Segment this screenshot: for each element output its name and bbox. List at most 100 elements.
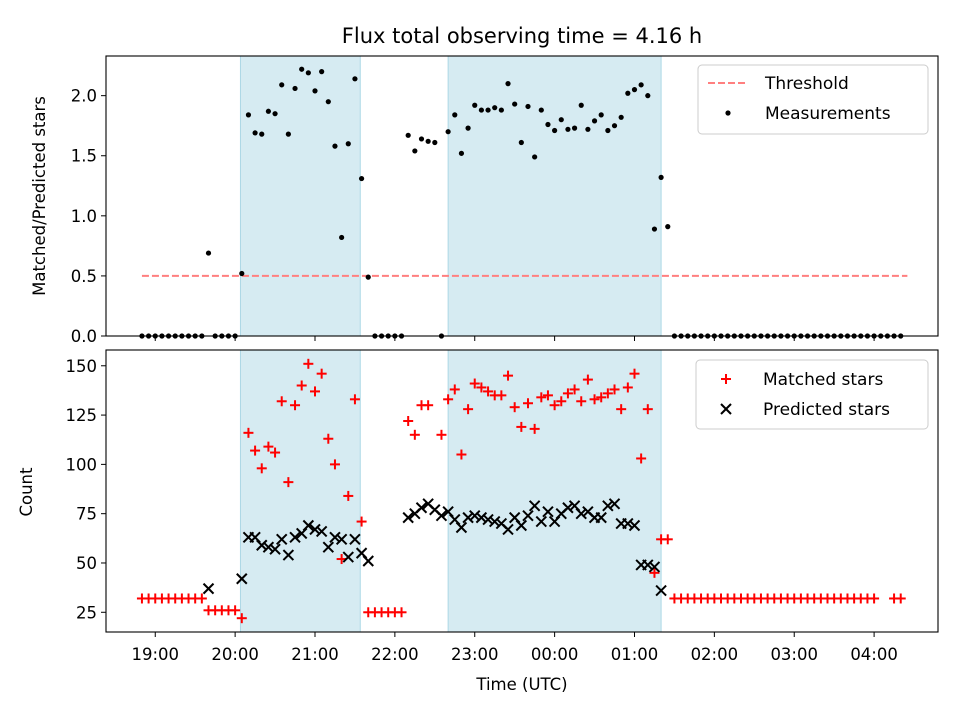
- matched-stars-point: [869, 593, 880, 604]
- measurement-point: [591, 118, 598, 124]
- matched-stars-point: [522, 398, 533, 409]
- measurement-point: [339, 234, 345, 241]
- count-y-tick-label: 150: [66, 357, 98, 376]
- legend-matched-marker: [721, 374, 731, 384]
- matched-stars-point: [636, 453, 647, 464]
- measurement-point: [452, 112, 458, 118]
- matched-stars-point: [343, 490, 354, 501]
- count-y-tick-label: 25: [76, 603, 97, 622]
- predicted-stars-point-b: [349, 533, 361, 546]
- matched-stars-point: [309, 386, 320, 397]
- predicted-stars-point: [469, 509, 481, 522]
- legend-matched-label: Matched stars: [763, 370, 883, 390]
- predicted-stars-point-b: [302, 519, 315, 532]
- ratio-y-tick-label: 0.5: [71, 267, 97, 286]
- measurement-point: [259, 131, 265, 137]
- measurement-point: [272, 111, 278, 117]
- measurement-point: [605, 127, 611, 134]
- matched-stars-point: [576, 396, 587, 407]
- measurement-point: [658, 174, 664, 180]
- matched-stars-point: [596, 392, 607, 403]
- predicted-stars-point-b: [402, 511, 414, 524]
- predicted-stars-point-b: [642, 559, 654, 571]
- matched-stars-point: [549, 400, 560, 411]
- measurement-point: [299, 66, 305, 72]
- predicted-stars-point: [608, 498, 621, 510]
- predicted-stars-point-b: [608, 498, 621, 510]
- predicted-stars-point: [236, 573, 248, 585]
- predicted-stars-point: [528, 500, 541, 512]
- ratio-y-tick-label: 2.0: [71, 87, 97, 106]
- predicted-stars-point-b: [362, 555, 374, 567]
- matched-stars-point: [456, 449, 467, 460]
- legend-predicted-marker-b: [720, 403, 732, 415]
- predicted-stars-point-b: [455, 521, 468, 534]
- measurement-point: [365, 274, 371, 280]
- predicted-stars-point: [515, 519, 528, 532]
- predicted-stars-point-b: [289, 531, 301, 544]
- predicted-stars-point-b: [475, 511, 488, 524]
- measurement-point: [598, 112, 604, 118]
- predicted-stars-point-b: [568, 500, 581, 512]
- measurement-point: [558, 117, 564, 123]
- predicted-stars-point: [542, 505, 554, 518]
- matched-stars-point: [616, 404, 627, 415]
- measurement-point: [651, 226, 658, 232]
- matched-stars-point: [256, 463, 267, 474]
- predicted-stars-point: [276, 533, 288, 546]
- predicted-stars-point: [415, 502, 428, 514]
- predicted-stars-point-b: [542, 505, 554, 518]
- predicted-stars-point-b: [495, 517, 508, 530]
- measurement-point: [478, 107, 484, 113]
- predicted-stars-point: [462, 511, 474, 524]
- matched-stars-point: [463, 404, 474, 415]
- measurement-point: [412, 148, 418, 154]
- predicted-stars-point-b: [262, 541, 275, 553]
- matched-stars-point: [516, 421, 527, 432]
- predicted-stars-point-b: [309, 523, 321, 536]
- predicted-stars-point-b: [429, 504, 441, 516]
- predicted-stars-point-b: [355, 547, 368, 559]
- matched-stars-point: [283, 477, 294, 488]
- matched-stars-point: [316, 368, 327, 379]
- legend-measurements-swatch: [725, 110, 731, 116]
- ratio-y-axis-label: Matched/Predicted stars: [30, 96, 49, 296]
- measurement-point: [285, 131, 291, 137]
- matched-stars-point: [629, 368, 640, 379]
- count-y-tick-label: 125: [66, 406, 98, 425]
- measurement-point: [425, 138, 431, 144]
- predicted-stars-point-b: [256, 539, 268, 551]
- legend-predicted-marker: [720, 403, 732, 415]
- matched-stars-point: [409, 429, 420, 440]
- predicted-stars-point: [602, 500, 614, 512]
- measurement-point: [492, 105, 498, 111]
- predicted-stars-point: [575, 507, 587, 520]
- x-tick-label: 23:00: [451, 645, 499, 664]
- measurement-point: [245, 112, 252, 118]
- legend-measurements-label: Measurements: [765, 104, 891, 124]
- matched-stars-point: [250, 445, 261, 456]
- matched-stars-point: [329, 459, 340, 470]
- measurement-point: [505, 81, 511, 87]
- predicted-stars-point-b: [315, 525, 328, 538]
- matched-stars-point: [602, 388, 613, 399]
- legend-predicted-label: Predicted stars: [763, 400, 890, 420]
- ratio-legend-box: [697, 64, 929, 135]
- predicted-stars-point: [262, 541, 275, 553]
- measurement-point: [525, 103, 531, 110]
- matched-stars-point: [503, 370, 514, 381]
- predicted-stars-point-b: [648, 561, 661, 573]
- matched-stars-point: [443, 394, 454, 405]
- count-legend-box: [695, 359, 929, 430]
- matched-stars-point: [423, 400, 434, 411]
- predicted-stars-point: [655, 584, 667, 597]
- chart-title: Flux total observing time = 4.16 h: [342, 24, 702, 48]
- predicted-stars-point-b: [335, 533, 348, 546]
- predicted-stars-point: [289, 531, 301, 544]
- predicted-stars-point: [482, 513, 494, 526]
- x-tick-label: 00:00: [531, 645, 579, 664]
- predicted-stars-point: [562, 502, 574, 514]
- count-panel-frame: [105, 349, 939, 633]
- matched-stars-point: [649, 567, 660, 578]
- measurement-point: [532, 154, 538, 160]
